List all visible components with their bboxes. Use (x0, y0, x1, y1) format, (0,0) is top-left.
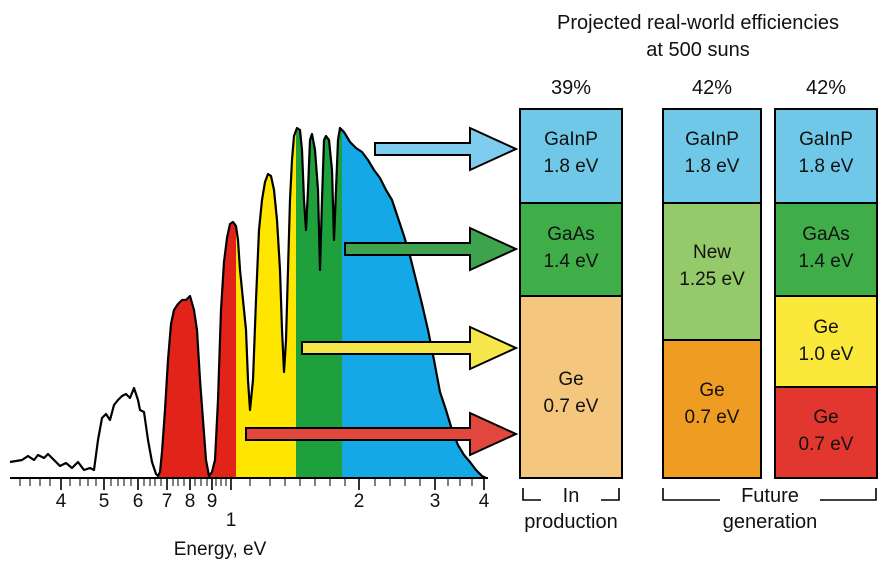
layer-name: GaInP (799, 129, 853, 150)
tick-label: 5 (99, 491, 110, 512)
layer-energy: 0.7 eV (544, 396, 599, 417)
cell-stack-future-a: GaInP 1.8 eV New 1.25 eV Ge 0.7 eV (662, 108, 762, 479)
x-axis-label: Energy, eV (174, 539, 267, 560)
cell-stack-in-production: GaInP 1.8 eV GaAs 1.4 eV Ge 0.7 eV (519, 108, 623, 479)
layer-ge-1 (774, 295, 878, 388)
layer-energy: 0.7 eV (685, 407, 740, 428)
tick-label: 3 (430, 491, 441, 512)
tick-label: 9 (207, 491, 218, 512)
layer-gainp (774, 108, 878, 204)
layer-name: Ge (699, 380, 724, 401)
layer-name: GaInP (685, 129, 739, 150)
layer-gaas (519, 202, 623, 297)
layer-ge-2 (774, 386, 878, 479)
bracket-future (662, 488, 877, 501)
layer-gainp (662, 108, 762, 204)
layer-name: GaAs (802, 224, 850, 245)
layer-energy: 1.8 eV (685, 156, 740, 177)
efficiency-label: 42% (692, 77, 732, 99)
arrow-to-middle-cell (344, 226, 519, 272)
layer-gaas (774, 202, 878, 297)
layer-name: GaAs (547, 224, 595, 245)
layer-name: GaInP (544, 129, 598, 150)
bracket-in-production (522, 488, 620, 501)
layer-energy: 1.25 eV (679, 269, 745, 290)
layer-energy: 1.8 eV (799, 156, 854, 177)
title-line-2: at 500 suns (646, 39, 749, 61)
layer-new (662, 202, 762, 341)
tick-label: 1 (226, 510, 237, 531)
tick-label: 6 (133, 491, 144, 512)
efficiency-label: 42% (806, 77, 846, 99)
tick-label: 7 (162, 491, 173, 512)
tick-label: 4 (56, 491, 67, 512)
tick-label: 2 (354, 491, 365, 512)
layer-gainp (519, 108, 623, 204)
spectrum-outline (9, 126, 487, 479)
arrow-to-lower-cell (301, 325, 519, 371)
group-label-line2: generation (723, 511, 818, 533)
x-axis (10, 477, 488, 490)
layer-name: Ge (813, 407, 838, 428)
layer-energy: 0.7 eV (799, 434, 854, 455)
layer-energy: 1.0 eV (799, 344, 854, 365)
layer-energy: 1.4 eV (799, 251, 854, 272)
layer-ge (662, 339, 762, 479)
layer-energy: 1.8 eV (544, 156, 599, 177)
group-label-line2: production (524, 511, 617, 533)
layer-name: Ge (813, 317, 838, 338)
layer-ge (519, 295, 623, 479)
spectrum (158, 128, 486, 478)
group-label-line1: Future (741, 485, 799, 507)
tick-label: 4 (479, 491, 490, 512)
layer-energy: 1.4 eV (544, 251, 599, 272)
group-label-line1: In (563, 485, 580, 507)
arrow-to-top-cell (374, 126, 519, 172)
layer-name: New (693, 242, 731, 263)
arrows (245, 126, 519, 457)
title-line-1: Projected real-world efficiencies (557, 12, 839, 34)
efficiency-label: 39% (551, 77, 591, 99)
x-tick-labels: 4 5 6 7 8 9 1 2 3 4 (56, 491, 490, 531)
tick-label: 8 (185, 491, 196, 512)
layer-name: Ge (558, 369, 583, 390)
arrow-to-bottom-cell (245, 411, 519, 457)
cell-stack-future-b: GaInP 1.8 eV GaAs 1.4 eV Ge 1.0 eV Ge 0.… (774, 108, 878, 479)
